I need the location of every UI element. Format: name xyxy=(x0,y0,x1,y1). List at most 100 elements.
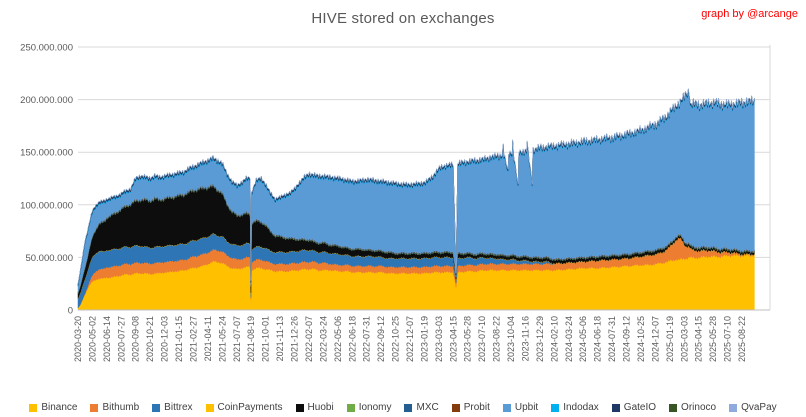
x-tick-label: 2024-10-25 xyxy=(636,316,646,362)
x-tick-label: 2021-11-13 xyxy=(275,316,285,361)
x-tick-label: 2021-10-01 xyxy=(261,316,271,362)
x-tick-label: 2022-10-25 xyxy=(391,316,401,362)
x-tick-label: 2024-07-31 xyxy=(607,316,617,362)
legend-item-ionomy: Ionomy xyxy=(346,402,392,413)
legend-item-bittrex: Bittrex xyxy=(152,402,193,413)
legend-label: Huobi xyxy=(307,402,334,413)
x-tick-label: 2025-08-22 xyxy=(737,316,747,362)
legend-label: QvaPay xyxy=(741,402,777,413)
legend-swatch-icon xyxy=(29,403,38,412)
x-tick-label: 2020-10-21 xyxy=(145,316,155,362)
x-tick-label: 2023-01-19 xyxy=(419,316,429,362)
credit-label: graph by @arcange xyxy=(701,8,798,20)
x-tick-label: 2022-06-18 xyxy=(347,316,357,362)
legend-swatch-icon xyxy=(346,403,355,412)
x-tick-label: 2020-12-03 xyxy=(160,316,170,362)
legend-label: Bittrex xyxy=(164,402,193,413)
x-tick-label: 2021-04-11 xyxy=(203,316,213,361)
x-tick-label: 2025-04-15 xyxy=(694,316,704,362)
legend-item-coinpayments: CoinPayments xyxy=(205,402,283,413)
legend-swatch-icon xyxy=(451,403,460,412)
chart-title: HIVE stored on exchanges xyxy=(311,10,495,27)
legend-swatch-icon xyxy=(669,403,678,412)
legend-label: Upbit xyxy=(514,402,539,413)
x-tick-label: 2021-12-26 xyxy=(290,316,300,362)
legend-item-upbit: Upbit xyxy=(502,402,539,413)
x-tick-label: 2023-04-15 xyxy=(448,316,458,362)
x-tick-label: 2022-03-24 xyxy=(318,316,328,362)
x-tick-label: 2023-11-16 xyxy=(520,316,530,361)
x-tick-label: 2025-01-19 xyxy=(665,316,675,362)
x-tick-label: 2024-06-18 xyxy=(593,316,603,362)
legend-label: CoinPayments xyxy=(217,402,283,413)
x-tick-label: 2020-03-20 xyxy=(73,316,83,362)
x-tick-label: 2022-02-07 xyxy=(304,316,314,362)
legend-label: GateIO xyxy=(623,402,657,413)
legend-label: Orinoco xyxy=(681,402,717,413)
x-tick-label: 2021-01-15 xyxy=(174,316,184,362)
x-tick-label: 2023-05-28 xyxy=(463,316,473,362)
x-tick-label: 2022-07-31 xyxy=(362,316,372,362)
legend-label: Ionomy xyxy=(358,402,392,413)
legend-item-gateio: GateIO xyxy=(611,402,657,413)
x-tick-label: 2024-09-12 xyxy=(622,316,632,362)
legend-item-qvapay: QvaPay xyxy=(729,402,777,413)
legend-swatch-icon xyxy=(295,403,304,412)
area-series xyxy=(77,88,755,311)
legend-item-indodax: Indodax xyxy=(551,402,599,413)
x-tick-label: 2022-05-06 xyxy=(333,316,343,362)
x-tick-label: 2022-09-12 xyxy=(376,316,386,362)
legend-label: Indodax xyxy=(563,402,599,413)
legend-swatch-icon xyxy=(90,403,99,412)
x-tick-label: 2024-12-07 xyxy=(650,316,660,362)
x-tick-label: 2021-02-27 xyxy=(188,316,198,362)
axis-lines xyxy=(78,44,771,311)
legend-item-huobi: Huobi xyxy=(295,402,334,413)
legend-label: Bithumb xyxy=(102,402,140,413)
x-tick-label: 2025-03-03 xyxy=(679,316,689,362)
x-tick-label: 2021-07-07 xyxy=(232,316,242,362)
legend-item-orinoco: Orinoco xyxy=(669,402,716,413)
x-tick-label: 2024-03-24 xyxy=(564,316,574,362)
legend-swatch-icon xyxy=(404,403,413,412)
legend-label: Probit xyxy=(463,402,490,413)
y-tick-label: 150.000.000 xyxy=(20,148,73,159)
legend-item-probit: Probit xyxy=(451,402,490,413)
legend-swatch-icon xyxy=(611,403,620,412)
legend-item-mxc: MXC xyxy=(404,402,439,413)
x-tick-label: 2021-05-24 xyxy=(217,316,227,362)
x-tick-label: 2020-05-02 xyxy=(87,316,97,362)
legend-swatch-icon xyxy=(502,403,511,412)
x-tick-label: 2020-06-14 xyxy=(102,316,112,362)
legend-swatch-icon xyxy=(205,403,214,412)
area-qvapay xyxy=(77,88,755,284)
legend: Binance Bithumb Bittrex CoinPayments Huobi Io… xyxy=(0,402,806,413)
x-tick-label: 2024-02-10 xyxy=(549,316,559,362)
y-tick-label: 0 xyxy=(68,306,73,317)
x-tick-label: 2023-10-04 xyxy=(506,316,516,362)
x-tick-label: 2023-12-29 xyxy=(535,316,545,362)
x-tick-label: 2024-05-06 xyxy=(578,316,588,362)
x-tick-label: 2023-08-22 xyxy=(492,316,502,362)
x-tick-label: 2020-09-08 xyxy=(131,316,141,362)
x-axis-tick-labels: 2020-03-20 2020-05-02 2020-06-14 2020-07-27… xyxy=(73,316,747,362)
y-tick-label: 250.000.000 xyxy=(20,43,73,54)
y-tick-label: 100.000.000 xyxy=(20,200,73,211)
legend-swatch-icon xyxy=(152,403,161,412)
legend-item-bithumb: Bithumb xyxy=(90,402,139,413)
legend-swatch-icon xyxy=(729,403,738,412)
x-tick-label: 2025-07-10 xyxy=(723,316,733,362)
legend-swatch-icon xyxy=(551,403,560,412)
legend-label: MXC xyxy=(416,402,439,413)
y-tick-label: 200.000.000 xyxy=(20,95,73,106)
legend-label: Binance xyxy=(41,402,78,413)
y-tick-label: 50.000.000 xyxy=(25,253,73,264)
x-tick-label: 2022-12-07 xyxy=(405,316,415,362)
legend-item-binance: Binance xyxy=(29,402,77,413)
x-tick-label: 2025-05-28 xyxy=(708,316,718,362)
x-tick-label: 2021-08-19 xyxy=(246,316,256,362)
x-tick-label: 2023-07-10 xyxy=(477,316,487,362)
x-tick-label: 2023-03-03 xyxy=(434,316,444,362)
